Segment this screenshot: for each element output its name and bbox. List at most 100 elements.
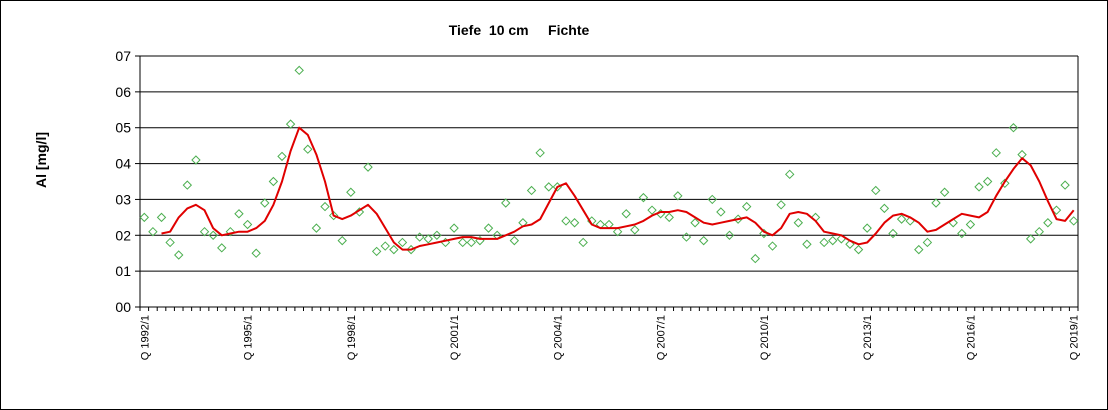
data-point: [612, 226, 623, 237]
data-point: [544, 182, 554, 192]
x-tick-labels: Q 1992/1 Q 1995/1 Q 1998/1 Q 2001/1 Q 2004/1…: [139, 315, 1080, 360]
data-point: [1051, 205, 1062, 215]
data-point: [1008, 123, 1019, 133]
data-point: [217, 243, 227, 253]
data-point: [1068, 216, 1079, 226]
x-tick-label: Q 2004/1: [552, 315, 564, 360]
data-point: [457, 237, 468, 248]
data-point: [974, 182, 984, 192]
y-tick-label: 06: [115, 84, 131, 100]
data-point: [199, 226, 210, 237]
data-point: [1060, 180, 1070, 190]
data-point: [208, 230, 218, 240]
data-point: [509, 235, 520, 246]
data-point: [776, 200, 786, 210]
data-point: [423, 234, 433, 244]
data-point: [569, 218, 580, 228]
x-tick-label: Q 2007/1: [656, 315, 668, 360]
data-point: [922, 237, 933, 248]
data-point: [862, 223, 872, 233]
data-point: [664, 212, 674, 223]
data-point: [939, 187, 950, 197]
data-point: [303, 144, 313, 154]
trend-series: [161, 126, 1075, 251]
data-point: [148, 226, 158, 237]
data-point: [673, 191, 683, 201]
data-point: [982, 176, 993, 187]
data-point: [853, 244, 864, 255]
data-point: [346, 187, 356, 197]
data-point: [991, 148, 1001, 158]
trend-line: [161, 126, 1075, 251]
data-point: [449, 223, 459, 233]
data-point: [793, 218, 804, 228]
x-tick-label: Q 2010/1: [759, 315, 771, 360]
data-point: [1043, 218, 1053, 228]
scatter-series: [139, 65, 1079, 264]
data-point: [819, 237, 829, 248]
x-tick-label: Q 2016/1: [965, 315, 977, 360]
data-point: [965, 219, 976, 230]
data-point: [337, 235, 347, 246]
y-tick-label: 00: [115, 299, 131, 315]
y-tick-labels: 00 01 02 03 04 05 06 07: [115, 48, 131, 315]
data-point: [182, 180, 193, 190]
data-point: [750, 253, 761, 264]
x-tick-label: Q 2019/1: [1069, 315, 1081, 360]
y-tick-label: 05: [115, 120, 131, 136]
data-point: [165, 237, 175, 248]
data-point: [285, 119, 296, 129]
data-point: [879, 203, 890, 214]
y-tick-label: 02: [115, 227, 131, 243]
data-point: [896, 214, 907, 224]
data-point: [578, 237, 588, 248]
data-point: [535, 148, 545, 158]
data-point: [277, 151, 287, 162]
data-point: [1034, 226, 1044, 237]
data-point: [380, 241, 390, 251]
data-point: [397, 237, 408, 248]
data-point: [716, 207, 726, 217]
data-point: [466, 237, 477, 248]
data-point: [320, 201, 330, 212]
data-point: [647, 205, 657, 215]
data-point: [268, 176, 279, 187]
data-point: [242, 219, 253, 230]
data-point: [621, 209, 631, 219]
x-tick-label: Q 1995/1: [243, 315, 255, 360]
data-point: [681, 232, 692, 242]
data-point: [1025, 234, 1036, 244]
data-point: [191, 155, 201, 165]
y-tick-label: 07: [115, 48, 131, 64]
data-point: [234, 209, 244, 219]
data-point: [931, 198, 941, 208]
data-point: [174, 250, 184, 260]
data-point: [724, 230, 735, 240]
axes: [135, 55, 1079, 311]
y-tick-label: 04: [115, 156, 131, 172]
data-point: [501, 198, 511, 208]
data-point: [328, 210, 339, 221]
chart-title: Tiefe 10 cm Fichte: [449, 22, 590, 38]
data-point: [707, 194, 717, 205]
data-point: [698, 235, 709, 246]
data-point: [957, 228, 967, 239]
x-tick-label: Q 1998/1: [346, 315, 358, 360]
data-point: [690, 218, 700, 228]
data-point: [483, 223, 494, 233]
data-point: [389, 244, 399, 255]
data-point: [630, 225, 640, 235]
data-point: [802, 239, 812, 249]
data-point: [638, 192, 649, 203]
data-point: [139, 212, 150, 223]
data-point: [741, 201, 752, 212]
data-point: [260, 198, 270, 208]
x-tick-label: Q 2013/1: [862, 315, 874, 360]
data-point: [526, 185, 537, 196]
data-point: [354, 207, 365, 217]
y-tick-label: 03: [115, 191, 131, 207]
data-point: [225, 226, 236, 237]
data-point: [1000, 178, 1010, 188]
data-point: [294, 65, 304, 76]
